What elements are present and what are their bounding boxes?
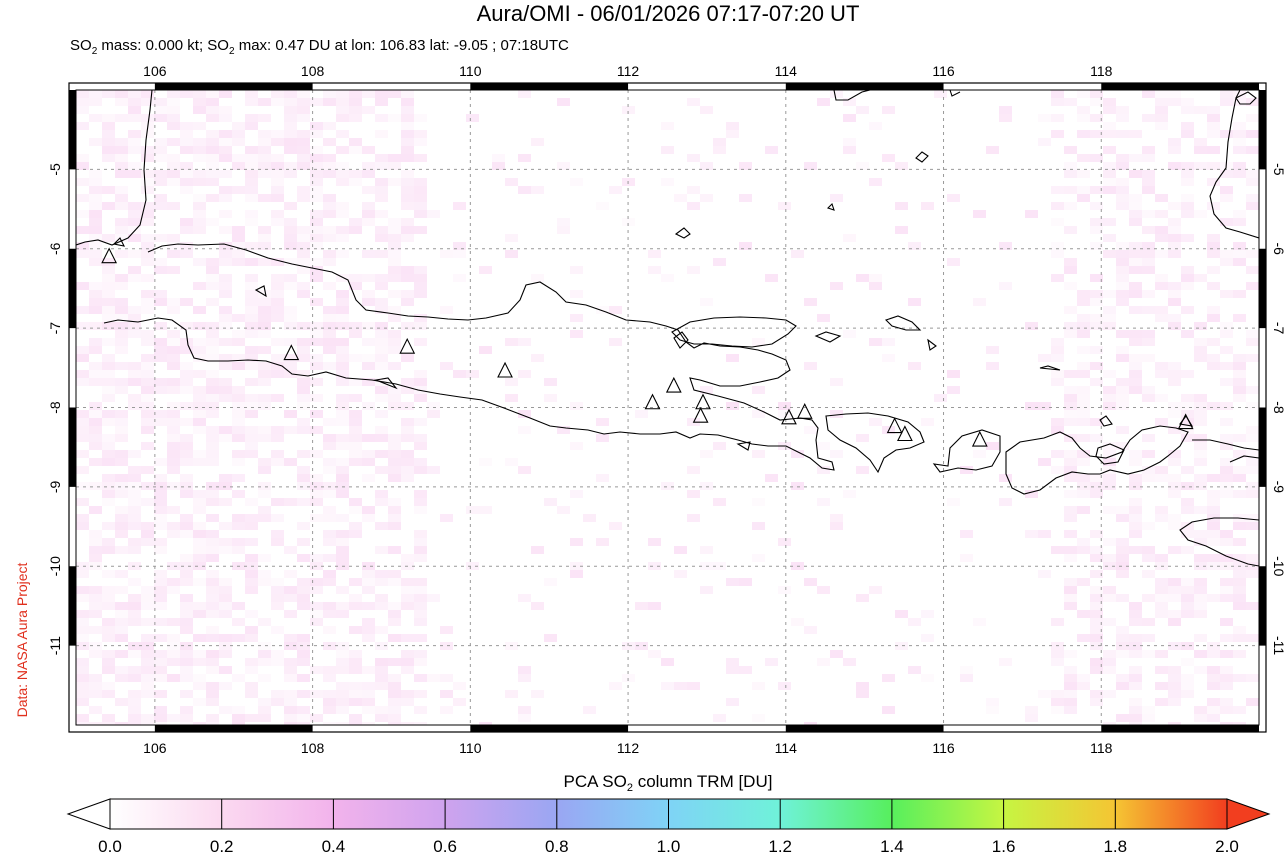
lat-tick-label-left: -10	[47, 556, 63, 576]
coastline-sumatra	[76, 90, 153, 246]
colorbar-tick-label: 1.6	[992, 837, 1016, 855]
colorbar-tick-label: 1.0	[657, 837, 681, 855]
volcano-triangle-icon	[644, 393, 661, 410]
lon-tick-label-bottom: 108	[301, 740, 325, 756]
map-frame-bars	[69, 83, 1266, 732]
colorbar-under-arrow	[66, 798, 111, 830]
volcano-triangle-icon	[399, 337, 416, 354]
gridlines	[76, 90, 1259, 725]
volcano-triangle-icon	[796, 403, 813, 419]
map-area	[68, 82, 1267, 733]
colorbar-tick-label: 0.0	[98, 837, 122, 855]
colorbar-title: PCA SO2 column TRM [DU]	[564, 772, 773, 794]
credit-label: Data: NASA Aura Project	[14, 562, 30, 717]
coastline-sumbawa	[1005, 425, 1189, 495]
colorbar-tick-label: 1.2	[768, 837, 792, 855]
volcano-triangle-icon	[665, 376, 682, 393]
lon-tick-label-top: 118	[1090, 63, 1113, 79]
volcano-triangle-icon	[886, 417, 903, 434]
lon-tick-label-bottom: 110	[459, 740, 482, 756]
volcano-markers	[101, 247, 1194, 447]
volcano-triangle-icon	[781, 408, 797, 425]
lat-tick-label-right: -11	[1271, 636, 1287, 655]
lat-tick-label-left: -8	[47, 401, 63, 414]
lon-tick-label-bottom: 114	[775, 740, 798, 756]
lon-tick-label-top: 110	[459, 63, 482, 79]
lon-tick-label-bottom: 118	[1090, 740, 1113, 756]
colorbar-tick-label: 1.8	[1103, 837, 1127, 855]
map-title: Aura/OMI - 06/01/2026 07:17-07:20 UT	[477, 1, 860, 26]
map-subtitle: SO2 mass: 0.000 kt; SO2 max: 0.47 DU at …	[70, 37, 569, 57]
lon-tick-label-top: 116	[932, 63, 955, 79]
colorbar-tick-label: 0.6	[433, 837, 457, 855]
lon-tick-label-top: 114	[775, 63, 798, 79]
coastline-lombok	[932, 429, 1001, 473]
volcano-triangle-icon	[692, 407, 709, 423]
so2-pixel-field	[76, 90, 1259, 725]
lon-tick-label-bottom: 112	[617, 740, 640, 756]
colorbar-tick-label: 0.8	[545, 837, 569, 855]
lon-tick-label-bottom: 116	[932, 740, 955, 756]
volcano-triangle-icon	[896, 425, 913, 442]
coastline-kalimantan	[833, 90, 871, 101]
volcano-triangle-icon	[695, 393, 711, 410]
colorbar: 0.0 0.2 0.4 0.6 0.8 1.0 1.2 1.4 1.6 1.8 2.0	[66, 798, 1271, 855]
lat-tick-label-right: -9	[1271, 481, 1287, 494]
lat-tick-label-right: -6	[1271, 243, 1287, 256]
lat-tick-label-right: -7	[1271, 322, 1287, 335]
lat-tick-label-right: -5	[1271, 163, 1287, 176]
lon-tick-label-bottom: 106	[143, 740, 167, 756]
lon-tick-label-top: 112	[617, 63, 640, 79]
axis-labels: 106 106 108 108 110 110 112 112 114 114 116 116 118 1…	[47, 63, 1287, 756]
colorbar-ticks: 0.0 0.2 0.4 0.6 0.8 1.0 1.2 1.4 1.6 1.8 2.0	[98, 799, 1239, 855]
volcano-triangle-icon	[971, 430, 988, 447]
lat-tick-label-left: -5	[47, 163, 63, 176]
coastline-bali	[825, 412, 925, 474]
colorbar-tick-label: 1.4	[880, 837, 904, 855]
coastline-sumba	[1179, 517, 1259, 567]
lon-tick-label-top: 106	[143, 63, 167, 79]
lat-tick-label-left: -9	[47, 480, 63, 493]
colorbar-tick-label: 0.2	[210, 837, 234, 855]
lat-tick-label-left: -11	[47, 636, 63, 655]
coastline-flores	[1192, 439, 1259, 451]
volcano-triangle-icon	[1177, 413, 1194, 430]
coastline	[76, 90, 1259, 567]
volcano-triangle-icon	[101, 247, 118, 264]
colorbar-over-arrow	[1226, 798, 1271, 830]
colorbar-tick-label: 0.4	[322, 837, 346, 855]
volcano-triangle-icon	[497, 361, 513, 378]
lat-tick-label-right: -10	[1271, 556, 1287, 576]
coastline-java	[103, 243, 835, 471]
volcano-triangle-icon	[283, 344, 300, 361]
lat-tick-label-right: -8	[1271, 401, 1287, 414]
lat-tick-label-left: -7	[47, 322, 63, 335]
colorbar-tick-label: 2.0	[1215, 837, 1239, 855]
coastline-sulawesi	[1209, 90, 1259, 239]
coastline-madura	[671, 316, 797, 348]
lon-tick-label-top: 108	[301, 63, 325, 79]
lat-tick-label-left: -6	[47, 242, 63, 255]
